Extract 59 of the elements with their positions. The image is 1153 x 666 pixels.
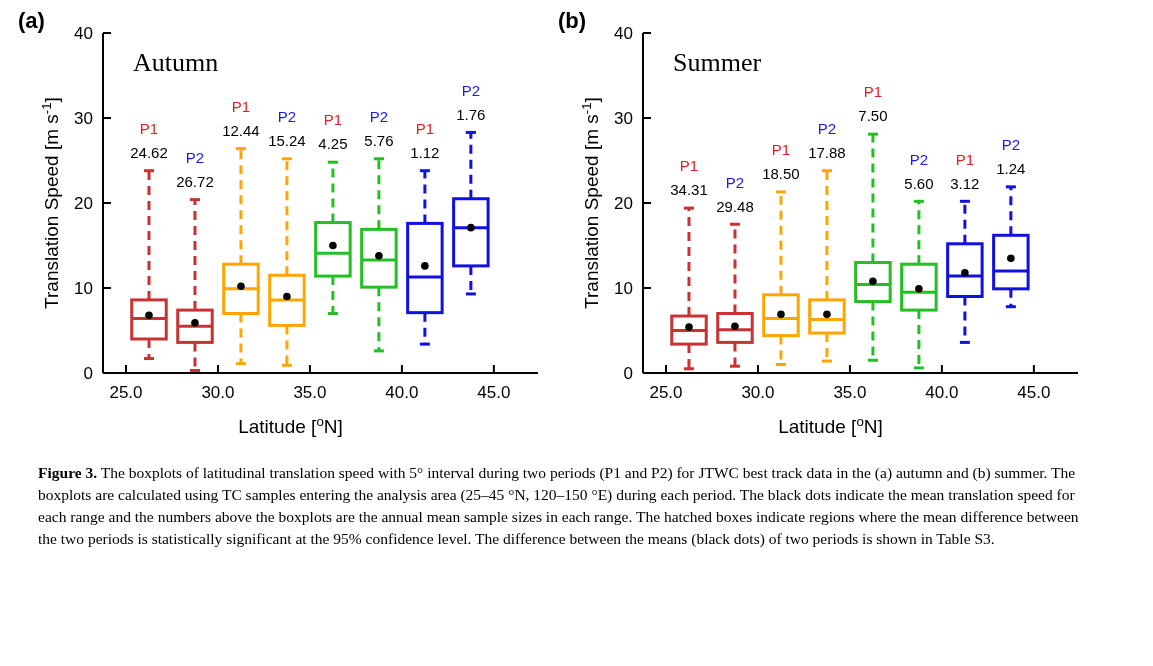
- annotation: 17.88: [808, 143, 846, 161]
- annotation: 5.60: [904, 174, 934, 192]
- annotation: 24.62: [130, 143, 168, 161]
- annotation: 34.31: [670, 181, 708, 199]
- annotation: 1.76: [456, 105, 486, 123]
- annotation: P1: [955, 150, 975, 168]
- annotation: P2: [185, 148, 205, 166]
- text: Autumn: [133, 48, 219, 77]
- x-tick-label: 40.0: [925, 383, 959, 402]
- annotation: 15.24: [268, 132, 306, 150]
- annotation: P2: [277, 108, 297, 126]
- y-tick-label: 20: [74, 193, 93, 213]
- x-tick-label: 35.0: [293, 383, 327, 402]
- chart-title: (a): [18, 8, 45, 33]
- text: Summer: [673, 48, 762, 77]
- annotation: P1: [323, 111, 343, 129]
- annotation: 1.12: [410, 143, 440, 161]
- annotation: 12.44: [222, 121, 260, 139]
- x-tick-label: 25.0: [109, 383, 143, 402]
- x-axis-title: Latitude [$^{o}$N]: [238, 413, 343, 437]
- annotation: P1: [231, 97, 251, 115]
- y-tick-label: 30: [614, 108, 633, 128]
- x-tick-label: 30.0: [741, 383, 775, 402]
- annotation: 18.50: [762, 165, 800, 183]
- annotation: 3.12: [950, 174, 980, 192]
- annotation: P2: [1001, 136, 1021, 154]
- x-tick-label: 45.0: [1017, 383, 1051, 402]
- x-tick-label: 30.0: [201, 383, 235, 402]
- annotation: 7.50: [858, 107, 888, 125]
- y-tick-label: 20: [614, 193, 633, 213]
- y-tick-label: 10: [74, 278, 93, 298]
- y-tick-label: 40: [614, 23, 633, 43]
- y-tick-label: 0: [83, 363, 93, 383]
- x-axis-title: Latitude [$^{o}$N]: [778, 413, 883, 437]
- x-tick-label: 45.0: [477, 383, 511, 402]
- annotation: P1: [771, 141, 791, 159]
- annotation: 1.24: [996, 160, 1026, 178]
- x-tick-label: 40.0: [385, 383, 419, 402]
- annotation: 5.76: [364, 132, 394, 150]
- x-tick-label: 25.0: [649, 383, 683, 402]
- annotation: P1: [415, 119, 435, 137]
- annotation: P2: [461, 81, 481, 99]
- annotation: P2: [369, 108, 389, 126]
- annotation: P1: [863, 83, 883, 101]
- y-tick-label: 0: [623, 363, 633, 383]
- annotation: P2: [817, 119, 837, 137]
- y-tick-label: 10: [614, 278, 633, 298]
- annotation: P1: [139, 119, 159, 137]
- x-tick-label: 35.0: [833, 383, 867, 402]
- annotation: P1: [679, 157, 699, 175]
- annotation: 4.25: [318, 135, 348, 153]
- caption: Figure 3. The boxplots of latitudinal translation speed with 5° interval during two periods (P1 and P2) for JTWC best track data in the (a) autumn and (b) summer. The boxplots are calculated using TC samples entering the analysis area (25–45 °N, 120–150 °E) during each period. The black dots indicate the mean translation speed for each range and the numbers above the boxplots are the annual mean sample sizes in each range. The hatched boxes indicate regions where the mean difference between the two periods is statistically significant at the 95% confidence level. The difference between the means (black dots) of two periods is shown in Table S3.: [38, 463, 1080, 549]
- annotation: 26.72: [176, 172, 214, 190]
- y-tick-label: 30: [74, 108, 93, 128]
- annotation: 29.48: [716, 197, 754, 215]
- y-tick-label: 40: [74, 23, 93, 43]
- annotation: P2: [909, 150, 929, 168]
- chart-title: (b): [558, 8, 587, 33]
- annotation: P2: [725, 173, 745, 191]
